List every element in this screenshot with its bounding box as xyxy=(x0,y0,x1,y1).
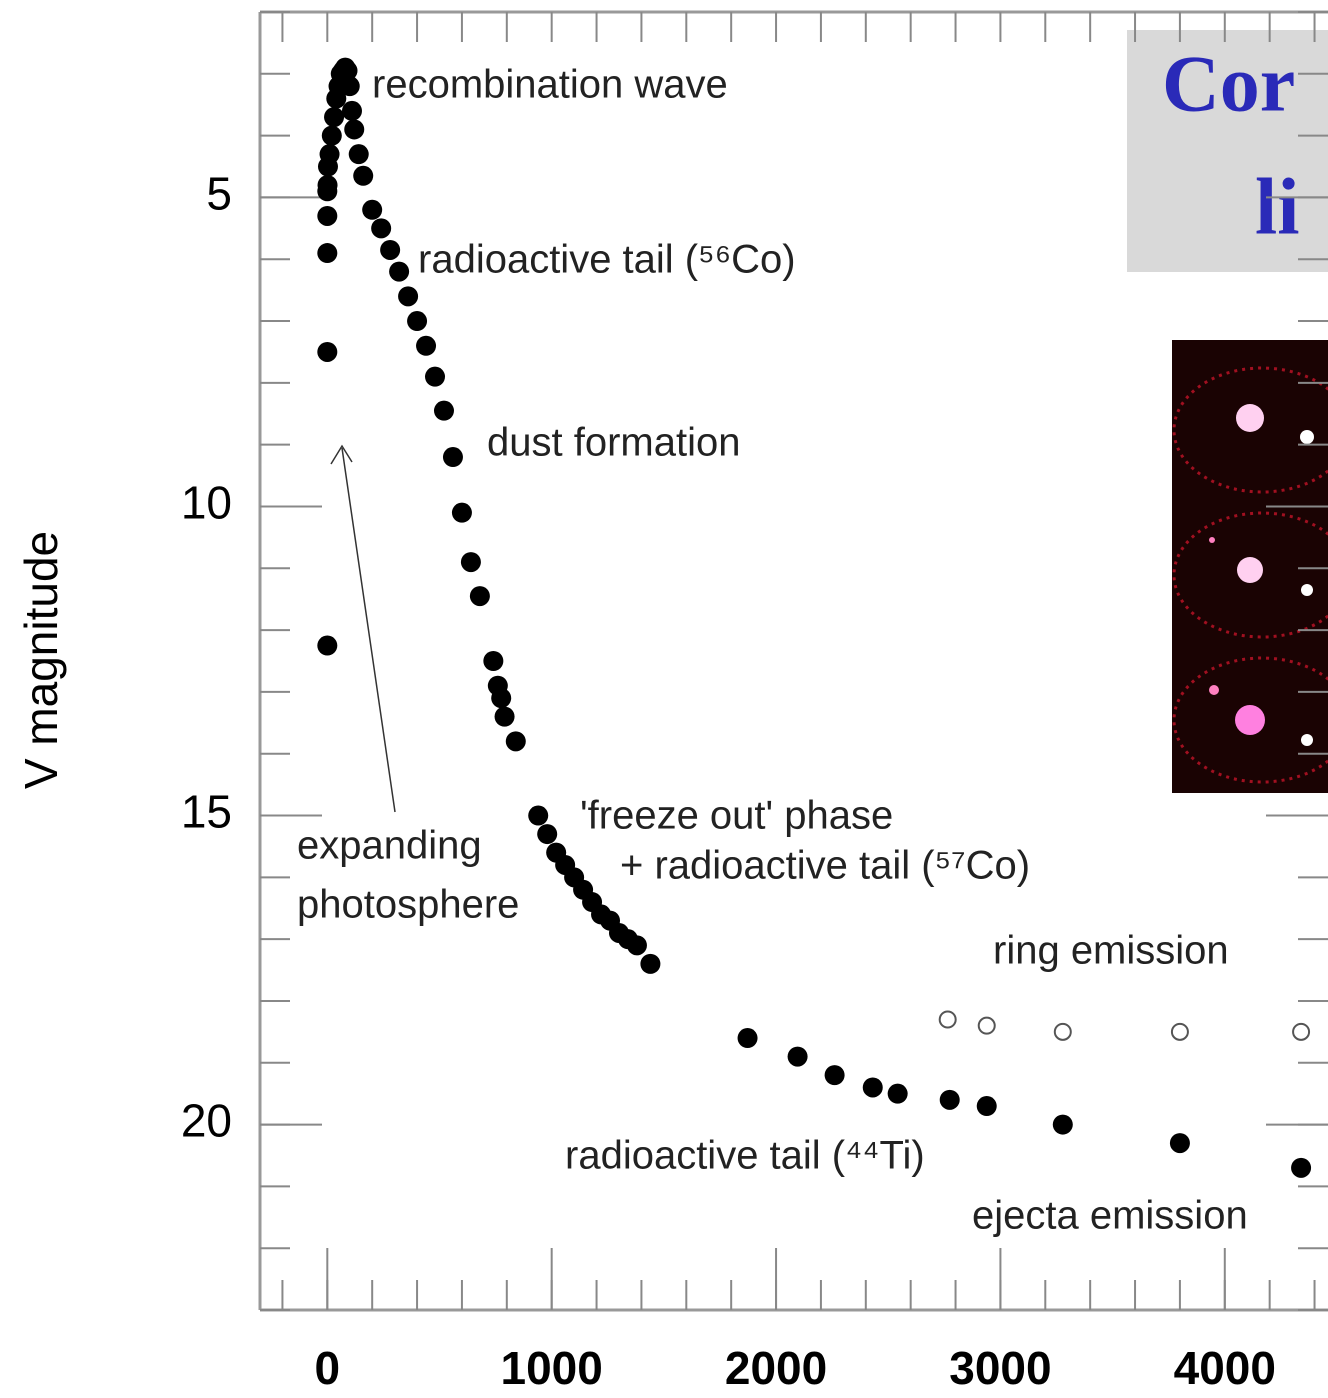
data-point xyxy=(1291,1157,1312,1178)
data-point xyxy=(1052,1114,1073,1135)
data-point xyxy=(469,586,490,607)
data-point xyxy=(319,144,340,165)
annotation: ring emission xyxy=(993,929,1229,973)
data-point xyxy=(1053,1022,1072,1041)
data-point xyxy=(324,107,345,128)
data-point xyxy=(317,341,338,362)
data-point xyxy=(976,1096,997,1117)
data-point xyxy=(787,1046,808,1067)
data-point xyxy=(339,76,360,97)
data-point xyxy=(887,1083,908,1104)
data-point xyxy=(442,447,463,468)
y-tick-label: 5 xyxy=(206,168,232,220)
data-point xyxy=(317,243,338,264)
data-point xyxy=(407,311,428,332)
annotation: ejecta emission xyxy=(972,1194,1248,1238)
title-box xyxy=(1127,30,1328,272)
data-point xyxy=(537,824,558,845)
data-point xyxy=(433,400,454,421)
annotation: + radioactive tail (⁵⁷Co) xyxy=(620,844,1030,888)
data-point xyxy=(341,100,362,121)
arrow-head xyxy=(330,444,353,465)
data-point xyxy=(824,1065,845,1086)
data-point xyxy=(425,366,446,387)
annotation: photosphere xyxy=(297,883,519,927)
data-point xyxy=(737,1028,758,1049)
data-point xyxy=(451,502,472,523)
data-point xyxy=(337,60,358,81)
data-point xyxy=(389,261,410,282)
data-point xyxy=(317,175,338,196)
data-point xyxy=(938,1010,957,1029)
data-point xyxy=(528,805,549,826)
annotation: 'freeze out' phase xyxy=(580,794,893,838)
data-point xyxy=(977,1016,996,1035)
data-point xyxy=(317,635,338,656)
y-tick-label: 10 xyxy=(181,477,232,529)
data-point xyxy=(491,688,512,709)
x-tick-label: 2000 xyxy=(725,1342,827,1394)
y-tick-label: 20 xyxy=(181,1095,232,1147)
y-tick-label: 15 xyxy=(181,786,232,838)
x-tick-label: 1000 xyxy=(501,1342,603,1394)
annotation: radioactive tail (⁴⁴Ti) xyxy=(565,1134,925,1178)
data-point xyxy=(398,286,419,307)
data-point xyxy=(362,199,383,220)
annotation: recombination wave xyxy=(372,63,728,107)
data-point xyxy=(483,651,504,671)
x-tick-label: 0 xyxy=(315,1342,341,1394)
data-point xyxy=(640,953,661,974)
data-point xyxy=(862,1077,883,1098)
data-point xyxy=(1170,1022,1189,1041)
title-line: li xyxy=(1255,163,1299,251)
title-line: Cor xyxy=(1162,40,1295,128)
annotation: radioactive tail (⁵⁶Co) xyxy=(418,238,796,282)
data-point xyxy=(939,1089,960,1110)
data-point xyxy=(353,165,374,186)
data-point xyxy=(494,706,515,727)
x-tick-label: 3000 xyxy=(949,1342,1051,1394)
data-point xyxy=(348,144,369,165)
data-point xyxy=(505,731,526,752)
data-point xyxy=(1169,1133,1190,1154)
inset-image xyxy=(1172,340,1328,793)
annotation: dust formation xyxy=(487,421,740,465)
x-tick-label: 4000 xyxy=(1174,1342,1276,1394)
annotation: expanding xyxy=(297,824,482,868)
data-point xyxy=(344,119,365,140)
data-point xyxy=(416,335,437,356)
data-point xyxy=(371,218,392,239)
data-point xyxy=(317,205,338,226)
data-point xyxy=(460,552,481,573)
y-axis-label: V magnitude xyxy=(15,531,67,789)
data-point xyxy=(380,239,401,260)
data-point xyxy=(321,125,342,146)
data-point xyxy=(626,935,647,956)
arrow xyxy=(341,447,396,813)
data-point xyxy=(1292,1022,1311,1041)
